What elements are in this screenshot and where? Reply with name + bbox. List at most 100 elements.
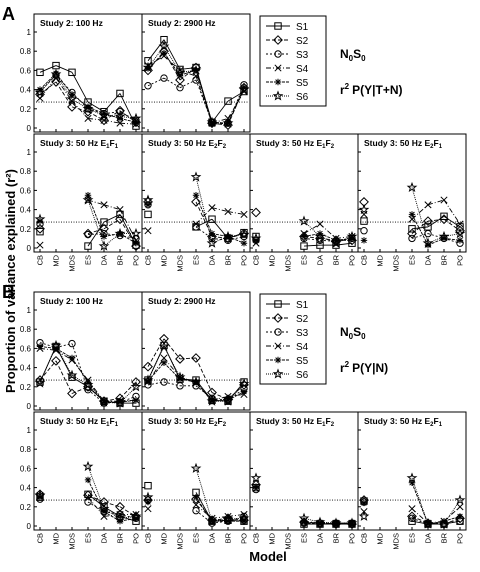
data-point: [438, 230, 450, 242]
subplot-title: Study 3: 50 Hz E1F2: [256, 416, 335, 428]
data-point: [191, 197, 201, 207]
data-point: [238, 512, 250, 523]
data-point: [240, 84, 248, 91]
series-line-segment: [163, 346, 181, 378]
series-line-segment: [147, 346, 165, 381]
series-line-segment: [411, 214, 429, 246]
series-line-segment: [411, 477, 429, 525]
data-point: [207, 231, 217, 242]
series-line-segment: [227, 89, 245, 124]
x-tick-label: BR: [116, 532, 125, 543]
legend-label: S1: [296, 22, 309, 33]
data-point: [68, 354, 76, 362]
legend-marker: [274, 356, 282, 364]
x-tick-label: DA: [100, 533, 109, 543]
series-line-segment: [195, 195, 213, 234]
data-point: [300, 242, 308, 250]
subplot: Study 3: 50 Hz E1F2 CB MD MDS ES DA BR PO: [249, 133, 359, 272]
panels-group: A Study 2: 100 Hz 0 0.2 0.4 0.6 0.8 1 Study 2: 2…: [2, 4, 467, 550]
data-point: [34, 377, 46, 388]
panel-label: A: [2, 4, 15, 24]
subplot-title-sub: 2: [331, 422, 335, 428]
data-point: [115, 214, 125, 225]
series-line-segment: [103, 233, 121, 236]
formula-label: r2 P(Y|T+N): [340, 82, 403, 97]
y-tick-label: 0: [27, 124, 32, 133]
condition-label: N0S0: [340, 325, 366, 341]
subplot-title-sub: 2: [214, 144, 218, 150]
series-s2: [143, 197, 249, 244]
y-tick-label: 0: [27, 522, 32, 531]
data-point: [224, 397, 232, 404]
subplot-title-mid: F: [325, 416, 330, 426]
x-tick-label: MDS: [284, 533, 293, 550]
series-line-segment: [39, 345, 57, 384]
series-s6: [250, 215, 358, 248]
condition-main: N: [340, 325, 349, 339]
data-point: [330, 237, 342, 248]
series-line-segment: [411, 482, 429, 525]
data-point: [239, 515, 249, 526]
data-point: [315, 233, 325, 244]
x-tick-label: CB: [36, 255, 45, 265]
data-point: [408, 505, 416, 513]
data-point: [408, 225, 416, 233]
data-point: [424, 229, 432, 238]
series-line-segment: [147, 362, 165, 382]
data-point: [52, 345, 60, 352]
data-point: [51, 355, 61, 366]
data-point: [132, 397, 140, 404]
subplot-title-sub: 1: [439, 422, 443, 428]
data-point: [207, 515, 217, 526]
series-s6: [34, 460, 142, 523]
data-point: [251, 207, 261, 218]
data-point: [160, 74, 168, 82]
data-point: [192, 501, 200, 509]
series-line-segment: [103, 511, 121, 522]
subplot-title-sub: 2: [331, 144, 335, 150]
data-point: [316, 220, 324, 228]
x-tick-label: MD: [268, 532, 277, 544]
x-tick-label: BR: [224, 532, 233, 543]
data-point: [176, 72, 184, 79]
subplot: Study 2: 2900 Hz: [141, 291, 251, 411]
series-s4: [144, 204, 248, 235]
data-point: [84, 242, 92, 250]
data-point: [100, 201, 108, 209]
legend-label: S5: [296, 356, 309, 367]
subplot-title-sub: 1: [115, 144, 119, 150]
legend-marker: [274, 64, 282, 72]
data-point: [408, 514, 416, 523]
data-point: [34, 489, 46, 500]
data-point: [440, 196, 448, 204]
x-tick-label: PO: [456, 533, 465, 544]
series-line-segment: [443, 520, 461, 524]
data-point: [191, 353, 201, 363]
legend-marker: [273, 35, 283, 45]
series-line-segment: [147, 381, 165, 386]
data-point: [406, 472, 418, 483]
data-point: [130, 510, 142, 521]
x-tick-label: MDS: [392, 255, 401, 272]
data-point: [360, 237, 368, 244]
x-tick-label: MD: [160, 254, 169, 266]
series-line-segment: [147, 50, 165, 71]
x-tick-label: MDS: [68, 533, 77, 550]
data-point: [190, 64, 202, 75]
data-point: [84, 493, 92, 501]
y-tick-label: 0.2: [20, 105, 32, 114]
data-point: [132, 240, 140, 247]
series-line-segment: [71, 357, 89, 383]
formula-label: r2 P(Y|N): [340, 360, 388, 375]
series-s6: [358, 472, 466, 529]
data-point: [144, 210, 152, 219]
data-point: [82, 103, 94, 114]
data-point: [100, 110, 108, 117]
data-point: [252, 483, 260, 490]
subplot-title: Study 2: 2900 Hz: [148, 296, 216, 306]
data-point: [175, 354, 185, 364]
data-point: [36, 343, 44, 350]
series-line-segment: [179, 79, 197, 89]
data-point: [238, 378, 250, 389]
